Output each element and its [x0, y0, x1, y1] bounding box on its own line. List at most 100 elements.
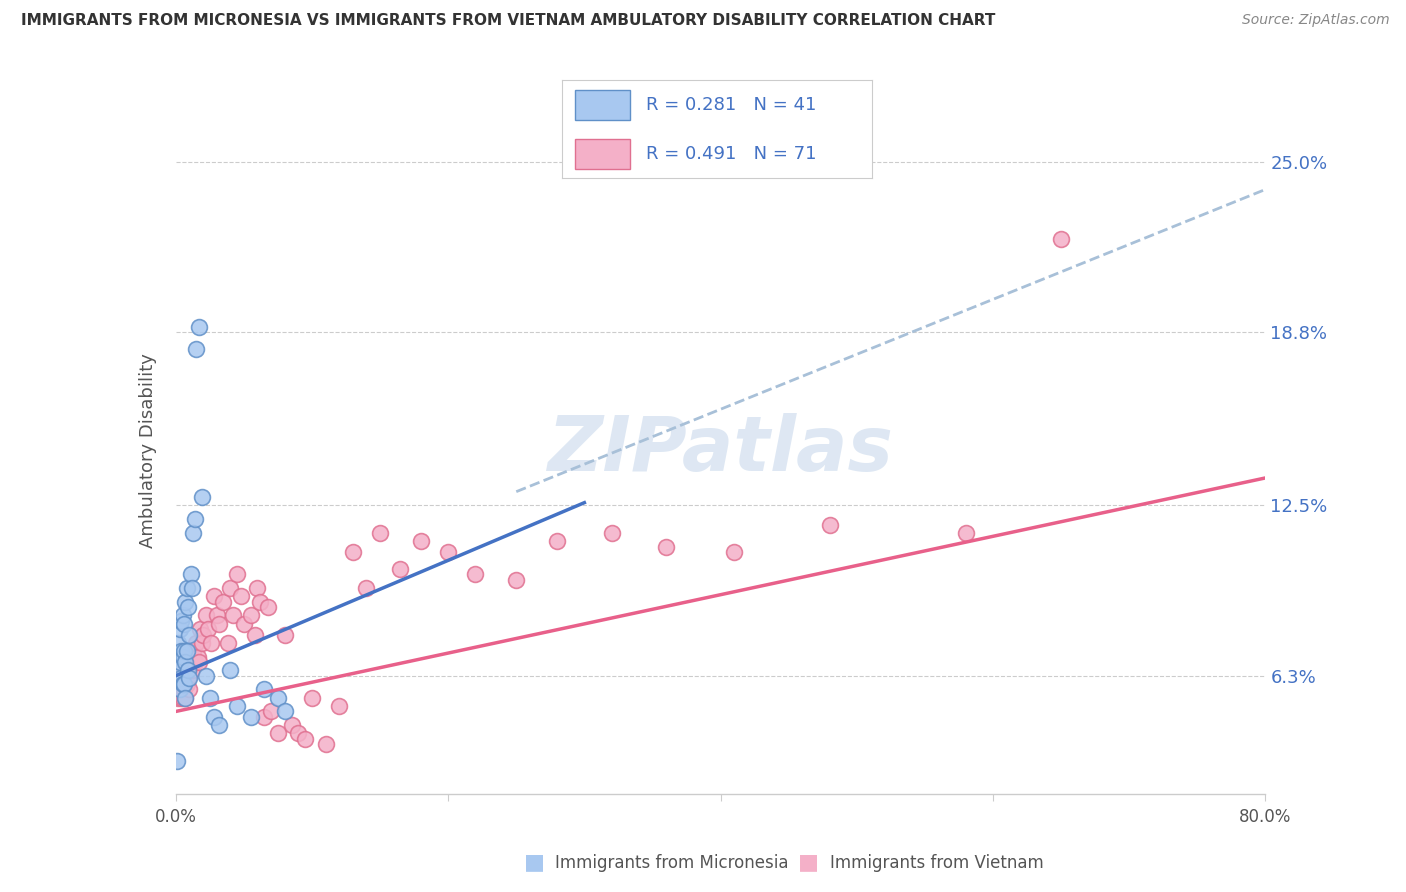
Point: [818, 517, 841, 532]
Point: [174, 663, 197, 677]
Point: [177, 600, 200, 615]
Point: [274, 705, 297, 719]
Point: [183, 525, 205, 540]
Point: [253, 710, 276, 724]
Point: [212, 594, 235, 608]
Point: [173, 616, 195, 631]
Point: [184, 512, 207, 526]
Point: [174, 655, 197, 669]
Point: [208, 616, 231, 631]
Point: [184, 655, 207, 669]
Point: [176, 644, 198, 658]
Point: [172, 608, 194, 623]
Point: [170, 614, 193, 628]
Point: [267, 726, 290, 740]
Point: [198, 690, 221, 705]
Point: [226, 567, 249, 582]
Point: [194, 669, 217, 683]
Point: [172, 677, 194, 691]
Point: [226, 698, 249, 713]
Text: Immigrants from Micronesia: Immigrants from Micronesia: [555, 855, 789, 872]
Point: [188, 622, 211, 636]
Point: [205, 608, 228, 623]
Point: [546, 534, 568, 549]
Point: [186, 649, 209, 664]
Point: [356, 581, 378, 595]
Point: [177, 672, 200, 686]
Point: [222, 608, 245, 623]
Point: [173, 644, 195, 658]
Point: [257, 600, 280, 615]
Point: [173, 682, 195, 697]
Point: [167, 677, 190, 691]
Point: [301, 690, 323, 705]
Point: [315, 738, 337, 752]
Point: [600, 525, 623, 540]
Point: [253, 682, 276, 697]
Point: [176, 581, 198, 595]
Point: [169, 622, 191, 636]
Point: [173, 655, 195, 669]
Point: [342, 545, 364, 559]
Point: [274, 627, 297, 641]
Text: Immigrants from Vietnam: Immigrants from Vietnam: [830, 855, 1043, 872]
Point: [1050, 232, 1073, 246]
Point: [294, 731, 316, 746]
Point: [179, 627, 201, 641]
Text: 80.0%: 80.0%: [1239, 807, 1292, 826]
Point: [174, 690, 197, 705]
Point: [177, 644, 200, 658]
Point: [169, 655, 191, 669]
Point: [249, 594, 271, 608]
Point: [177, 663, 200, 677]
Point: [174, 690, 197, 705]
FancyBboxPatch shape: [575, 90, 630, 120]
Point: [169, 682, 191, 697]
Point: [389, 561, 412, 575]
Point: [167, 636, 190, 650]
Point: [955, 525, 977, 540]
Point: [202, 589, 225, 603]
Point: [190, 636, 212, 650]
Text: ZIPatlas: ZIPatlas: [547, 414, 894, 487]
Point: [464, 567, 486, 582]
Point: [173, 677, 195, 691]
Point: [167, 690, 190, 705]
Text: 0.0%: 0.0%: [155, 807, 197, 826]
Point: [239, 608, 262, 623]
Point: [166, 754, 188, 768]
Point: [169, 663, 191, 677]
Point: [187, 655, 209, 669]
Point: [200, 636, 222, 650]
Point: [217, 636, 239, 650]
Text: ■: ■: [799, 853, 818, 872]
Point: [180, 649, 202, 664]
Point: [328, 698, 350, 713]
Point: [170, 672, 193, 686]
FancyBboxPatch shape: [575, 139, 630, 169]
Point: [176, 677, 198, 691]
Point: [179, 682, 201, 697]
Point: [260, 705, 283, 719]
Point: [239, 710, 262, 724]
Point: [179, 672, 201, 686]
Point: [181, 581, 204, 595]
Point: [437, 545, 460, 559]
Point: [170, 690, 193, 705]
Point: [655, 540, 678, 554]
Point: [179, 663, 201, 677]
Point: [723, 545, 745, 559]
Point: [191, 627, 214, 641]
Point: [368, 525, 391, 540]
Point: [280, 718, 302, 732]
Text: IMMIGRANTS FROM MICRONESIA VS IMMIGRANTS FROM VIETNAM AMBULATORY DISABILITY CORR: IMMIGRANTS FROM MICRONESIA VS IMMIGRANTS…: [21, 13, 995, 29]
Point: [174, 594, 197, 608]
Point: [172, 690, 194, 705]
Point: [186, 636, 208, 650]
Point: [409, 534, 432, 549]
Point: [187, 319, 209, 334]
Point: [243, 627, 266, 641]
Point: [194, 608, 217, 623]
Point: [180, 567, 202, 582]
Text: R = 0.281   N = 41: R = 0.281 N = 41: [645, 95, 817, 114]
